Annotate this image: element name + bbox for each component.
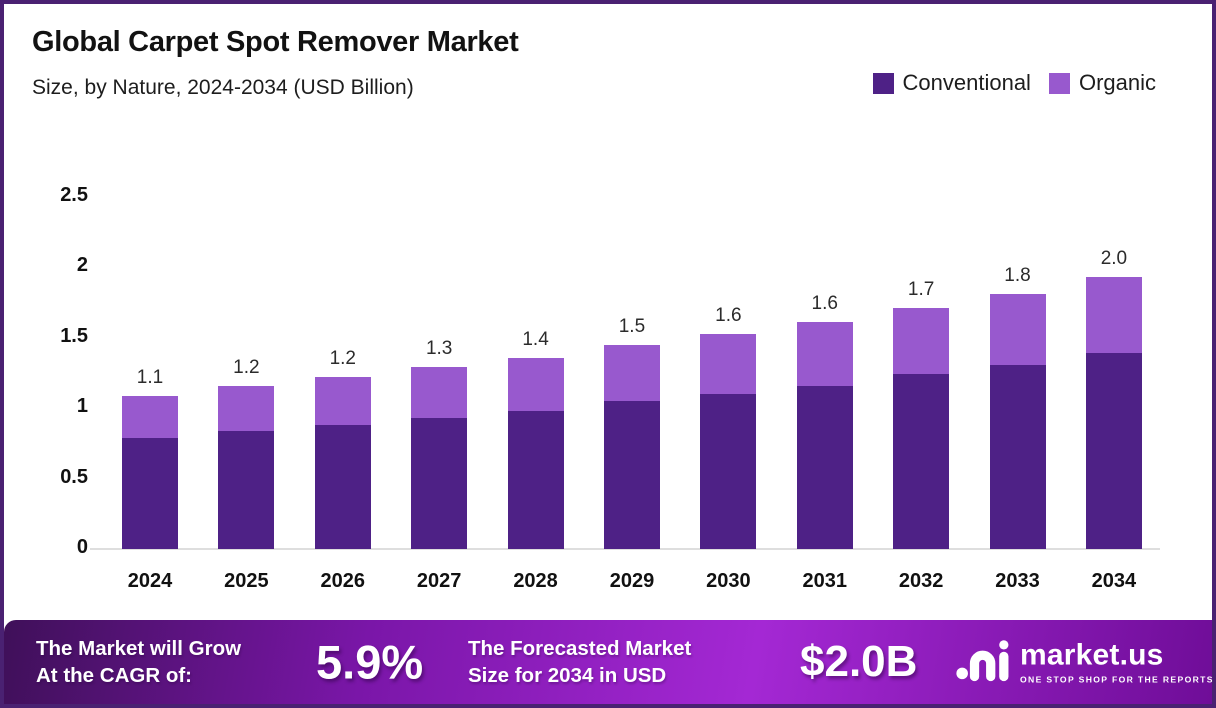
bar-segment-organic (507, 357, 564, 412)
plot-area: 1.1 2024 1.2 2025 1.2 2026 1.3 2027 1.4 2028 1.5 20… (90, 197, 1160, 592)
bar-value-label: 1.2 (233, 356, 260, 378)
x-axis-label-2029: 2029 (609, 570, 655, 592)
x-axis-label-2032: 2032 (898, 570, 944, 592)
bar-segment-conventional (218, 430, 275, 549)
bar-segment-organic (314, 377, 371, 426)
bar-column-2034: 2.0 2034 (1085, 197, 1142, 592)
legend-swatch-conventional (872, 72, 894, 94)
bar-column-2032: 1.7 2032 (893, 197, 950, 592)
bar-value-label: 1.4 (522, 328, 549, 350)
bar-value-label: 1.8 (1004, 265, 1031, 287)
page-subtitle: Size, by Nature, 2024-2034 (USD Billion) (32, 76, 414, 99)
cagr-caption: The Market will Grow At the CAGR of: (36, 635, 241, 689)
bar-column-2028: 1.4 2028 (507, 197, 564, 592)
bar-value-label: 1.5 (618, 315, 646, 337)
bars-container: 1.1 2024 1.2 2025 1.2 2026 1.3 2027 1.4 2028 1.5 20… (104, 197, 1160, 592)
page-title: Global Carpet Spot Remover Market (32, 26, 519, 58)
legend-item-organic: Organic (1048, 70, 1156, 96)
bar-value-label: 1.7 (907, 279, 935, 301)
legend-swatch-organic (1048, 72, 1070, 94)
cagr-caption-line1: The Market will Grow (36, 636, 242, 660)
y-axis-tick-0: 0 (76, 536, 88, 558)
legend-label: Organic (1078, 70, 1156, 95)
bar-segment-organic (1085, 277, 1142, 354)
bar-segment-organic (989, 294, 1046, 365)
bar-segment-conventional (796, 385, 853, 549)
y-axis-tick-2.5: 2.5 (60, 184, 88, 206)
bar-value-label: 1.6 (715, 304, 742, 326)
bar-column-2026: 1.2 2026 (314, 197, 371, 592)
x-axis-label-2027: 2027 (416, 570, 462, 592)
bar-segment-organic (122, 395, 178, 438)
brand-tagline: ONE STOP SHOP FOR THE REPORTS (1020, 674, 1214, 684)
y-axis-tick-0.5: 0.5 (60, 465, 88, 488)
bar-segment-conventional (603, 401, 660, 549)
forecast-caption: The Forecasted Market Size for 2034 in U… (468, 635, 691, 689)
x-axis-label-2033: 2033 (995, 570, 1040, 592)
y-axis: 2.5 2 1.5 1 0.5 0 (16, 4, 88, 704)
bar-segment-conventional (314, 425, 371, 549)
bar-segment-conventional (1085, 353, 1142, 549)
bar-column-2024: 1.1 2024 (122, 197, 178, 592)
x-axis-label-2025: 2025 (224, 570, 269, 592)
bar-segment-conventional (989, 364, 1046, 549)
cagr-caption-line2: At the CAGR of: (36, 664, 193, 687)
y-axis-tick-1: 1 (76, 395, 88, 418)
bar-segment-organic (603, 344, 660, 402)
bar-segment-conventional (507, 411, 564, 549)
forecast-value: $2.0B (800, 637, 918, 686)
bar-column-2031: 1.6 2031 (796, 197, 853, 592)
x-axis-baseline (90, 548, 1160, 550)
chart-legend: Conventional Organic (872, 70, 1156, 96)
bar-segment-organic (893, 308, 950, 375)
legend-label: Conventional (902, 70, 1031, 95)
x-axis-label-2028: 2028 (513, 570, 558, 592)
bar-segment-conventional (122, 437, 178, 549)
x-axis-label-2031: 2031 (802, 570, 847, 592)
forecast-caption-line1: The Forecasted Market (468, 636, 692, 660)
x-axis-label-2026: 2026 (320, 570, 366, 592)
x-axis-label-2024: 2024 (127, 570, 173, 592)
bar-value-label: 1.1 (136, 366, 164, 388)
legend-item-conventional: Conventional (872, 70, 1031, 96)
brand-text: market.us ONE STOP SHOP FOR THE REPORTS (1020, 638, 1214, 685)
bar-column-2025: 1.2 2025 (218, 197, 275, 592)
bar-value-label: 2.0 (1100, 248, 1128, 270)
forecast-caption-line2: Size for 2034 in USD (468, 664, 667, 687)
brand-logo: market.us ONE STOP SHOP FOR THE REPORTS (956, 637, 1214, 688)
bar-segment-organic (700, 333, 757, 395)
cagr-value: 5.9% (316, 635, 424, 689)
bar-segment-conventional (893, 374, 950, 549)
bar-segment-organic (411, 367, 468, 419)
market-us-logo-icon (956, 637, 1010, 688)
bar-column-2030: 1.6 2030 (700, 197, 757, 592)
bar-column-2033: 1.8 2033 (989, 197, 1046, 592)
bar-value-label: 1.2 (329, 348, 356, 370)
bar-segment-organic (796, 322, 853, 386)
footer-banner: The Market will Grow At the CAGR of: 5.9… (4, 620, 1212, 704)
y-axis-tick-1.5: 1.5 (60, 324, 88, 347)
bar-segment-conventional (700, 394, 757, 549)
bar-value-label: 1.6 (811, 293, 838, 315)
bar-column-2027: 1.3 2027 (411, 197, 468, 592)
bar-value-label: 1.3 (425, 338, 453, 360)
x-axis-label-2030: 2030 (706, 570, 751, 592)
y-axis-tick-2: 2 (76, 254, 88, 277)
x-axis-label-2034: 2034 (1091, 570, 1137, 592)
bar-segment-organic (218, 385, 275, 431)
bar-column-2029: 1.5 2029 (603, 197, 660, 592)
brand-name: market.us (1020, 638, 1164, 671)
bar-segment-conventional (411, 418, 468, 549)
